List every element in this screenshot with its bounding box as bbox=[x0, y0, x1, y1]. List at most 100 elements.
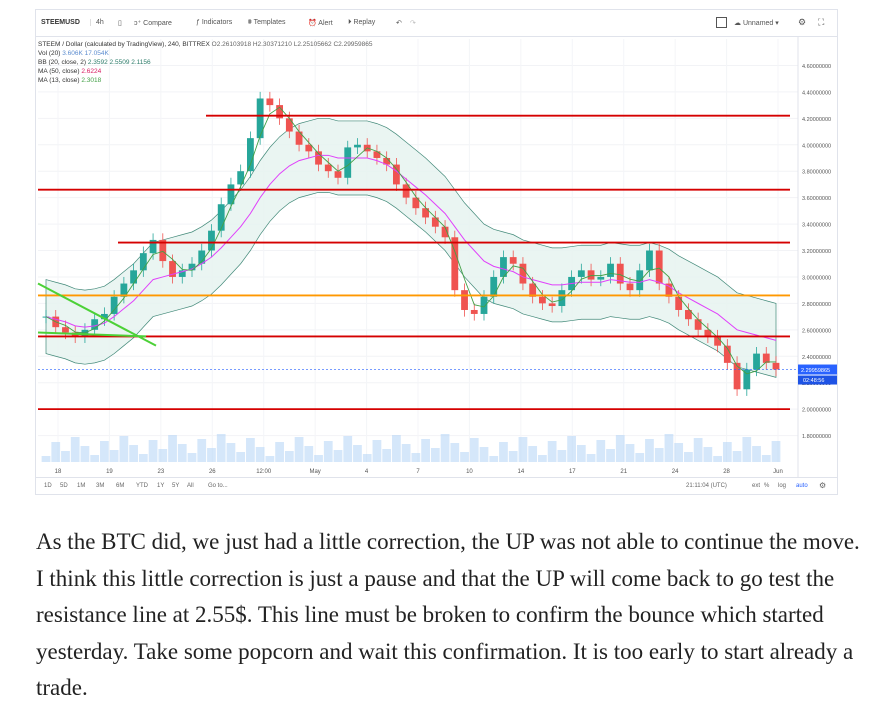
replay-icon: ⏵ bbox=[348, 19, 354, 26]
volume-bar bbox=[615, 435, 625, 462]
indicators-icon: ƒ bbox=[196, 19, 202, 26]
candle-body bbox=[753, 353, 760, 370]
range-1m-button[interactable]: 1M bbox=[77, 483, 86, 489]
candle-body bbox=[587, 270, 595, 280]
volume-bar bbox=[372, 440, 382, 462]
legend-ma13-row: MA (13, close) 2.3018 bbox=[38, 77, 102, 84]
layout-button[interactable]: ☁ Unnamed ▾ bbox=[734, 20, 779, 27]
compare-button[interactable]: ↄ⁺ Compare bbox=[134, 20, 172, 27]
symbol-search-button[interactable]: STEEMUSD bbox=[41, 19, 91, 26]
volume-bar bbox=[752, 446, 761, 462]
volume-bar bbox=[684, 452, 693, 462]
volume-bar bbox=[100, 441, 109, 462]
volume-bar bbox=[771, 441, 781, 462]
candle-body bbox=[704, 329, 712, 337]
x-tick-label: 24 bbox=[672, 469, 679, 475]
ext-hours-icon[interactable]: ext bbox=[752, 483, 761, 489]
volume-bar bbox=[508, 451, 518, 462]
alert-button[interactable]: ⏰ Alert bbox=[308, 20, 333, 27]
settings-icon[interactable]: ⚙ bbox=[798, 17, 807, 27]
replay-button[interactable]: ⏵ Replay bbox=[348, 19, 376, 26]
volume-bar bbox=[635, 453, 645, 462]
indicators-button[interactable]: ƒ Indicators bbox=[196, 19, 233, 26]
volume-bar bbox=[440, 434, 450, 462]
range-6m-button[interactable]: 6M bbox=[116, 483, 125, 489]
scale-settings-icon[interactable]: ⚙ bbox=[819, 481, 827, 490]
volume-bar bbox=[275, 442, 284, 462]
cloud-icon: ☁ bbox=[734, 20, 743, 27]
interval-button[interactable]: 4h bbox=[96, 19, 104, 26]
volume-bar bbox=[226, 443, 236, 462]
candle-body bbox=[772, 362, 780, 370]
volume-bar bbox=[742, 437, 752, 462]
volume-bar bbox=[353, 445, 362, 462]
range-all-button[interactable]: All bbox=[187, 483, 194, 489]
redo-icon[interactable]: ↷ bbox=[410, 20, 416, 27]
x-tick-label: 17 bbox=[569, 469, 576, 475]
volume-bar bbox=[606, 449, 615, 462]
candle-body bbox=[120, 283, 128, 297]
y-tick-label: 2.40000000 bbox=[802, 355, 831, 361]
candle-body bbox=[169, 261, 176, 277]
expand-icon[interactable]: ⛶ bbox=[818, 17, 825, 27]
range-1y-button[interactable]: 1Y bbox=[157, 483, 165, 489]
range-3m-button[interactable]: 3M bbox=[96, 483, 105, 489]
volume-bar bbox=[362, 454, 372, 462]
x-tick-label: 4 bbox=[365, 469, 369, 475]
volume-bar bbox=[392, 435, 401, 462]
fullscreen-toggle-icon[interactable] bbox=[716, 17, 727, 28]
candle-style-icon[interactable]: ▯ bbox=[118, 20, 122, 27]
log-toggle[interactable]: log bbox=[778, 483, 787, 489]
undo-icon[interactable]: ↶ bbox=[396, 20, 402, 27]
last-price-badge bbox=[798, 364, 837, 375]
volume-bar bbox=[469, 438, 479, 462]
candle-body bbox=[246, 138, 254, 172]
volume-bar bbox=[557, 450, 567, 462]
x-tick-label: 14 bbox=[518, 469, 525, 475]
candle-body bbox=[509, 257, 517, 264]
candle-body bbox=[723, 345, 731, 363]
ma50-line bbox=[45, 154, 777, 341]
volume-bar bbox=[761, 455, 771, 462]
volume-bar bbox=[713, 456, 722, 462]
candle-body bbox=[431, 217, 439, 227]
range-5y-button[interactable]: 5Y bbox=[172, 483, 180, 489]
candle-body bbox=[276, 105, 284, 119]
candle-body bbox=[684, 309, 692, 320]
goto-button[interactable]: Go to... bbox=[208, 483, 228, 489]
volume-bar bbox=[547, 441, 557, 462]
range-ytd-button[interactable]: YTD bbox=[136, 483, 148, 489]
y-tick-label: 4.40000000 bbox=[802, 90, 831, 96]
compare-icon: ↄ⁺ bbox=[134, 20, 144, 27]
range-1d-button[interactable]: 1D bbox=[44, 483, 52, 489]
y-tick-label: 3.80000000 bbox=[802, 170, 831, 176]
y-tick-label: 3.60000000 bbox=[802, 196, 831, 202]
volume-bar bbox=[41, 456, 51, 462]
volume-bar bbox=[197, 439, 207, 462]
candle-body bbox=[159, 239, 167, 262]
candle-body bbox=[451, 237, 459, 291]
percent-toggle[interactable]: % bbox=[764, 483, 770, 489]
candle-body bbox=[762, 353, 770, 363]
chart-legend: STEEM / Dollar (calculated by TradingVie… bbox=[38, 40, 373, 85]
range-5d-button[interactable]: 5D bbox=[60, 483, 68, 489]
volume-bar bbox=[645, 439, 654, 462]
templates-icon: ⩩ bbox=[248, 19, 254, 26]
volume-bar bbox=[567, 436, 576, 462]
volume-bar bbox=[80, 446, 90, 462]
candle-body bbox=[285, 118, 293, 132]
candle-body bbox=[208, 230, 215, 251]
volume-bar bbox=[664, 434, 674, 462]
price-chart[interactable]: 4.60000000 4.40000000 4.20000000 4.00000000… bbox=[36, 37, 837, 477]
chart-widget: STEEMUSD 4h ▯ ↄ⁺ Compare ƒ Indicators ⩩ … bbox=[35, 9, 838, 495]
candle-body bbox=[130, 270, 138, 284]
volume-bar bbox=[333, 450, 343, 462]
candle-body bbox=[178, 270, 186, 277]
y-tick-label: 4.20000000 bbox=[802, 117, 831, 123]
auto-toggle[interactable]: auto bbox=[796, 483, 808, 489]
candle-body bbox=[441, 226, 449, 238]
templates-button[interactable]: ⩩ Templates bbox=[248, 19, 286, 26]
volume-bar bbox=[430, 448, 440, 462]
legend-main-row: STEEM / Dollar (calculated by TradingVie… bbox=[38, 40, 373, 49]
candle-body bbox=[217, 204, 225, 231]
